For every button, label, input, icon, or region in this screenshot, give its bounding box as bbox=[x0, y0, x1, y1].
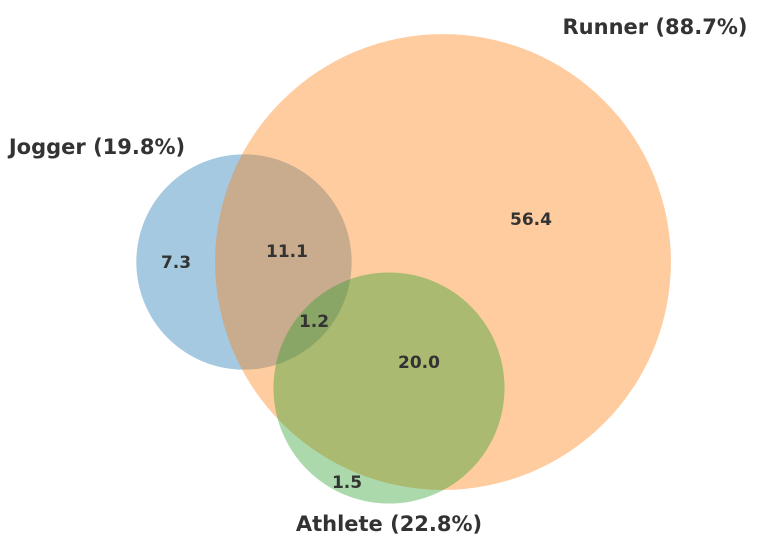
set-label: Athlete (22.8%) bbox=[296, 512, 482, 536]
set-circle bbox=[273, 272, 505, 504]
region-label: 1.2 bbox=[299, 312, 329, 332]
region-label: 20.0 bbox=[398, 353, 440, 373]
region-label: 56.4 bbox=[510, 210, 552, 230]
set-circle bbox=[215, 34, 671, 490]
region-label: 1.5 bbox=[332, 473, 362, 493]
region-label: 7.3 bbox=[161, 253, 191, 273]
region-label: 11.1 bbox=[266, 242, 308, 262]
set-label: Jogger (19.8%) bbox=[7, 135, 185, 159]
set-circle bbox=[136, 154, 352, 370]
set-label: Runner (88.7%) bbox=[563, 15, 748, 39]
